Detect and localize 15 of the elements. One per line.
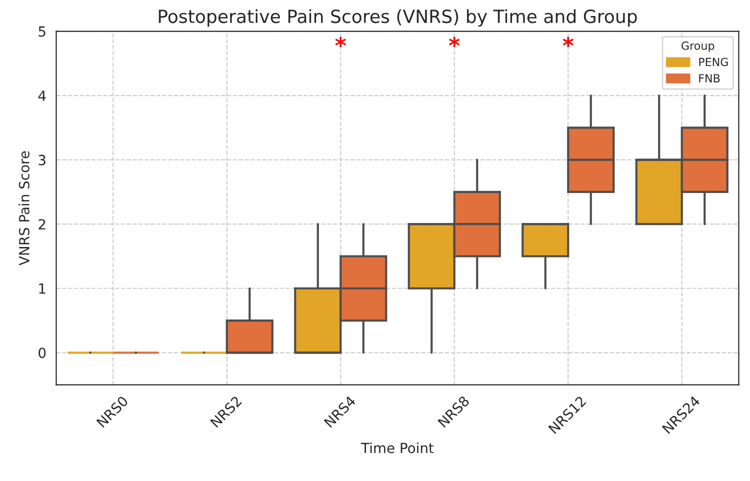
annotation: *	[335, 36, 346, 48]
chart-title: Postoperative Pain Scores (VNRS) by Time and Group	[158, 9, 637, 27]
annotation: *	[562, 36, 574, 48]
legend-label: FNB	[699, 74, 720, 82]
y-tick-label: 4	[38, 90, 46, 101]
y-tick-label: 5	[38, 26, 46, 37]
y-tick-label: 3	[38, 154, 46, 166]
y-tick-label: 2	[38, 219, 46, 230]
y-tick-label: 0	[38, 348, 46, 358]
annotation: *	[449, 36, 460, 48]
y-axis-title: VNRS Pain Score	[18, 151, 30, 266]
y-tick-label: 1	[39, 284, 46, 294]
x-axis-title: Time Point	[361, 442, 434, 454]
legend-label: PENG	[699, 58, 728, 66]
legend-title: Group	[682, 41, 714, 52]
